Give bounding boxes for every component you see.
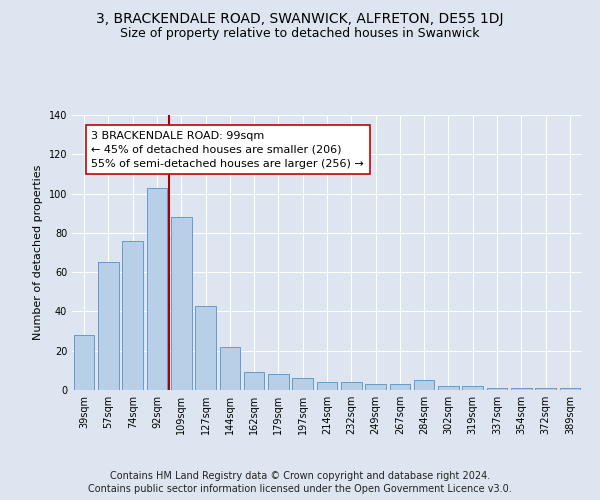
Bar	[560, 388, 580, 390]
Bar	[463, 386, 483, 390]
Text: Contains public sector information licensed under the Open Government Licence v3: Contains public sector information licen…	[88, 484, 512, 494]
Bar	[438, 386, 459, 390]
Bar	[244, 372, 265, 390]
Text: Contains HM Land Registry data © Crown copyright and database right 2024.: Contains HM Land Registry data © Crown c…	[110, 471, 490, 481]
Bar	[146, 188, 167, 390]
Bar	[511, 388, 532, 390]
Bar	[487, 388, 508, 390]
Bar	[414, 380, 434, 390]
Bar	[535, 388, 556, 390]
Text: Size of property relative to detached houses in Swanwick: Size of property relative to detached ho…	[120, 28, 480, 40]
Bar	[195, 306, 216, 390]
Bar	[98, 262, 119, 390]
Bar	[341, 382, 362, 390]
Bar	[171, 217, 191, 390]
Bar	[220, 347, 240, 390]
Bar	[122, 240, 143, 390]
Bar	[365, 384, 386, 390]
Bar	[74, 335, 94, 390]
Bar	[389, 384, 410, 390]
Bar	[292, 378, 313, 390]
Bar	[317, 382, 337, 390]
Text: 3 BRACKENDALE ROAD: 99sqm
← 45% of detached houses are smaller (206)
55% of semi: 3 BRACKENDALE ROAD: 99sqm ← 45% of detac…	[91, 130, 364, 168]
Text: 3, BRACKENDALE ROAD, SWANWICK, ALFRETON, DE55 1DJ: 3, BRACKENDALE ROAD, SWANWICK, ALFRETON,…	[96, 12, 504, 26]
Y-axis label: Number of detached properties: Number of detached properties	[33, 165, 43, 340]
Bar	[268, 374, 289, 390]
